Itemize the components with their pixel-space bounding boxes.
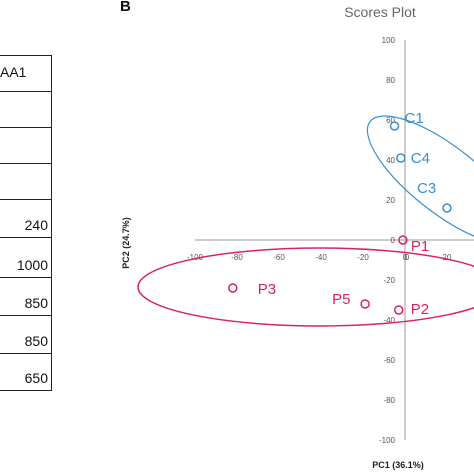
point-p3 — [228, 283, 238, 293]
table-cell — [0, 91, 52, 127]
table-cell: 240 — [0, 199, 52, 237]
point-label-c1: C1 — [405, 110, 424, 127]
control-group-ellipse — [366, 115, 474, 245]
point-label-p2: P2 — [411, 301, 429, 318]
table-cell: 850 — [0, 277, 52, 315]
table-cell: 850 — [0, 315, 52, 353]
patient-group-ellipse — [137, 247, 474, 327]
y-tick-label: 40 — [386, 156, 395, 165]
y-tick-label: -100 — [379, 436, 396, 445]
x-tick-label: -20 — [357, 253, 369, 262]
x-axis-label: PC1 (36.1%) — [372, 460, 424, 470]
y-tick-label: 0 — [391, 236, 396, 245]
data-points: C1 C4 C3 P1 P3 P5 P2 — [228, 110, 452, 318]
table-cell-text: 850 — [24, 333, 48, 349]
y-tick-label: -60 — [383, 356, 395, 365]
table-panel-a: AA1 240 1000 850 850 650 — [0, 55, 54, 392]
x-tick-label: -100 — [187, 253, 204, 262]
table-cell-text: 1000 — [16, 257, 48, 273]
table-cell-text: 240 — [24, 217, 48, 233]
point-c3 — [442, 203, 452, 213]
y-tick-label: 80 — [386, 76, 395, 85]
y-tick-label: -20 — [383, 276, 395, 285]
point-label-p1: P1 — [411, 238, 429, 255]
point-p5 — [360, 299, 370, 309]
point-c4 — [396, 153, 406, 163]
y-tick-label: -40 — [383, 316, 395, 325]
x-tick-label: 20 — [443, 253, 452, 262]
point-c1 — [389, 121, 400, 131]
y-axis-label: PC2 (24.7%) — [121, 217, 131, 269]
x-tick-label: -80 — [231, 253, 243, 262]
x-tick-label: 0 — [403, 253, 408, 262]
y-tick-label: 20 — [386, 196, 395, 205]
x-tick-label: -40 — [315, 253, 327, 262]
table-header-cell: AA1 — [0, 55, 52, 91]
y-tick-label: 60 — [386, 116, 395, 125]
x-tick-label: -60 — [273, 253, 285, 262]
table-cell-text: 650 — [24, 370, 48, 386]
point-label-c3: C3 — [417, 180, 436, 197]
point-label-p5: P5 — [332, 291, 350, 308]
table-cell — [0, 163, 52, 199]
chart-axes: -100 -80 -60 -40 -20 0 20 100 80 60 40 20 -20 -40 -60 -… — [187, 36, 474, 445]
table-header-text: AA1 — [0, 64, 27, 80]
table-cell-text: 850 — [24, 295, 48, 311]
point-label-c4: C4 — [411, 150, 430, 167]
point-label-p3: P3 — [258, 281, 276, 298]
table-cell: 1000 — [0, 237, 52, 277]
y-tick-label: 100 — [382, 36, 396, 45]
x-tick-label: 0 — [405, 253, 410, 262]
group-ellipses — [137, 115, 474, 327]
y-tick-label: -80 — [383, 396, 395, 405]
table-cell — [0, 127, 52, 163]
point-p1 — [398, 235, 408, 245]
panel-letter: B — [120, 0, 131, 15]
table-cell: 650 — [0, 353, 52, 391]
point-p2 — [393, 305, 404, 315]
chart-title: Scores Plot — [344, 4, 416, 20]
